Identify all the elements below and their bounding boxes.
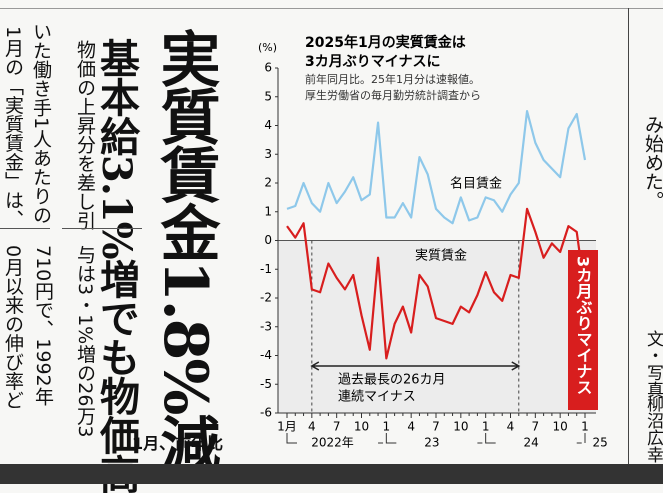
callout: 3カ月ぶりマイナス (574, 256, 594, 395)
body-text: 710円で、1992年 (32, 245, 54, 406)
bottom-strip (0, 464, 663, 484)
year-label: 24 (524, 436, 539, 450)
x-tick-label: 4 (507, 420, 515, 434)
credit-name: 柳沼広幸 (643, 395, 663, 463)
x-tick-label: 1月 (277, 420, 297, 434)
side-text: み始めた。 (642, 115, 663, 210)
y-tick-label: -6 (260, 406, 272, 420)
x-tick-label: 7 (532, 420, 540, 434)
body-text: 1月の「実質賃金」は、 (2, 26, 24, 229)
x-tick-label: 4 (407, 420, 415, 434)
kicker: 1月、前年比 (132, 434, 224, 453)
span-label-bg (332, 372, 472, 406)
chart-title: 3カ月ぶりマイナスに (305, 54, 440, 70)
x-tick-label: 7 (333, 420, 341, 434)
chart-subtitle: 前年同月比。25年1月分は速報値。 (305, 72, 480, 86)
y-tick-label: -4 (260, 348, 272, 362)
y-unit: (%) (258, 41, 277, 54)
y-tick-label: 6 (264, 61, 272, 75)
series-label: 実質賃金 (415, 248, 467, 264)
x-tick-label: 10 (354, 420, 369, 434)
body-text: いた働き手1人あたりの (30, 22, 52, 225)
y-tick-label: 3 (264, 147, 272, 161)
y-tick-label: -5 (260, 377, 272, 391)
x-tick-label: 1 (482, 420, 490, 434)
year-label: 23 (424, 436, 439, 450)
subheadline: 基本給3.1%増でも物価高 (93, 38, 140, 493)
span-annotation: 連続マイナス (338, 390, 416, 405)
y-tick-label: 4 (264, 118, 272, 132)
callout-box (568, 250, 598, 410)
series-line (286, 207, 587, 360)
x-tick-label: 7 (432, 420, 440, 434)
year-bracket (485, 433, 582, 444)
x-tick-label: 10 (553, 420, 568, 434)
y-tick-label: -1 (260, 262, 272, 276)
headline: 実質賃金1.8%減 (150, 28, 220, 472)
y-tick-label: 2 (264, 176, 272, 190)
year-label: 25 (592, 436, 607, 450)
top-rule (0, 0, 663, 9)
y-tick-label: 5 (264, 89, 272, 103)
y-tick-label: 1 (264, 204, 272, 218)
y-tick-label: -3 (260, 319, 272, 333)
year-bracket (286, 433, 384, 444)
y-tick-label: 0 (264, 233, 272, 247)
body-text: 与は3・1%増の26万3 (74, 245, 96, 438)
credit-label: 文・写真 (643, 330, 663, 398)
x-tick-label: 4 (308, 420, 316, 434)
chart-subtitle: 厚生労働省の毎月勤労統計調査から (305, 88, 481, 102)
series-line (286, 110, 587, 225)
series-label: 名目賃金 (450, 176, 502, 192)
x-tick-label: 1 (383, 420, 391, 434)
body-text: 物価の上昇分を差し引 (74, 40, 96, 230)
span-arrow (310, 361, 521, 371)
year-bracket (385, 433, 483, 444)
body-text: 0月以来の伸び率ど (2, 245, 24, 410)
column-rule (62, 228, 142, 229)
chart-title: 2025年1月の実質賃金は (305, 34, 466, 51)
column-rule (0, 228, 50, 229)
x-tick-label: 10 (453, 420, 468, 434)
x-tick-label: 1 (581, 420, 589, 434)
y-tick-label: -2 (260, 291, 272, 305)
column-rule (628, 8, 629, 464)
year-label: 2022年 (311, 436, 354, 450)
span-annotation: 過去最長の26カ月 (338, 373, 446, 388)
